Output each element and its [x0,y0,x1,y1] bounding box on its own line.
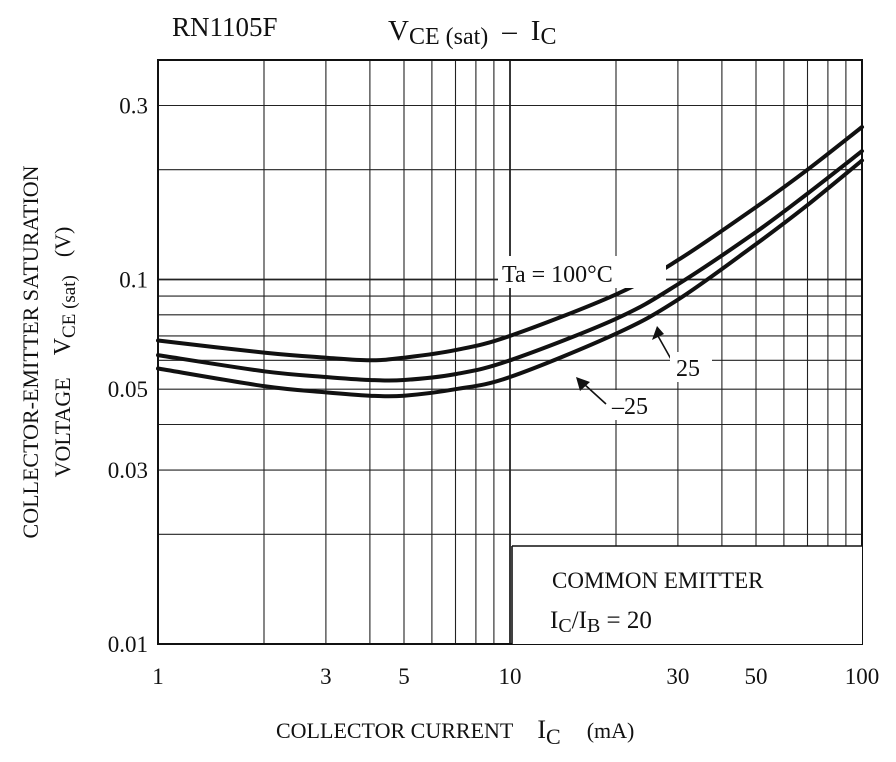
note-ic-sub: C [558,615,571,637]
tick-layer: 1 3 5 10 30 50 100 0.01 0.03 0.05 0.1 0.3 [108,94,880,690]
y-tick-label: 0.03 [108,458,148,483]
title-i-sub: C [540,24,556,50]
chart-title-part: RN1105F [172,12,278,42]
y-label-sub: CE (sat) [59,275,80,338]
x-tick-label: 3 [320,664,332,689]
label-25-bg [670,352,712,382]
title-dash: – [501,15,517,47]
note-box [512,546,862,644]
x-tick-label: 10 [499,664,522,689]
series-line-3 [156,158,864,399]
y-tick-label: 0.01 [108,632,148,657]
x-tick-label: 100 [845,664,880,689]
x-axis-label: COLLECTOR CURRENT IC (mA) [276,715,634,749]
note-ib: I [579,607,587,634]
y-label-voltage: VOLTAGE [50,377,75,477]
note-line2: IC/IB = 20 [550,607,652,637]
note-line1: COMMON EMITTER [552,568,764,593]
y-label-unit: (V) [50,227,75,258]
title-v-sub: CE (sat) [409,24,488,50]
note-rest: = 20 [600,607,652,634]
arrow-25 [652,326,664,340]
y-tick-label: 0.05 [108,377,148,402]
x-label-sub: C [546,724,561,749]
x-label-unit: (mA) [587,718,635,743]
y-tick-label: 0.1 [119,268,148,293]
ta-label: Ta = 100°C [502,262,613,288]
arrow-m25 [576,377,590,391]
y-axis-label: COLLECTOR-EMITTER SATURATION [18,165,43,538]
x-label-text: COLLECTOR CURRENT [276,718,514,743]
label-25: 25 [676,356,700,382]
title-i: I [531,15,541,47]
label-m25: –25 [611,394,648,420]
y-label-sym: V [50,337,76,355]
x-label-sym: I [537,715,546,744]
series-layer [156,125,864,399]
plot-frame [157,59,863,645]
series-line-1 [156,125,864,363]
title-v: V [388,15,409,47]
series-line-2 [156,149,864,383]
y-tick-label: 0.3 [119,94,148,119]
note-ic: I [550,607,558,634]
y-label-line1: COLLECTOR-EMITTER SATURATION [18,165,43,538]
x-tick-label: 30 [666,664,689,689]
note-slash: / [572,607,579,634]
x-tick-label: 50 [745,664,768,689]
note-ib-sub: B [587,615,600,637]
y-axis-label-2: VOLTAGE VCE (sat) (V) [50,227,80,478]
ta-label-bg [498,256,666,288]
label-m25-bg [608,390,668,420]
leader-m25 [583,383,607,405]
y-label-line2: VOLTAGE VCE (sat) (V) [50,227,80,478]
x-tick-label: 5 [398,664,410,689]
x-tick-label: 1 [152,664,164,689]
chart-title-formula: VCE (sat) – IC [388,15,556,50]
